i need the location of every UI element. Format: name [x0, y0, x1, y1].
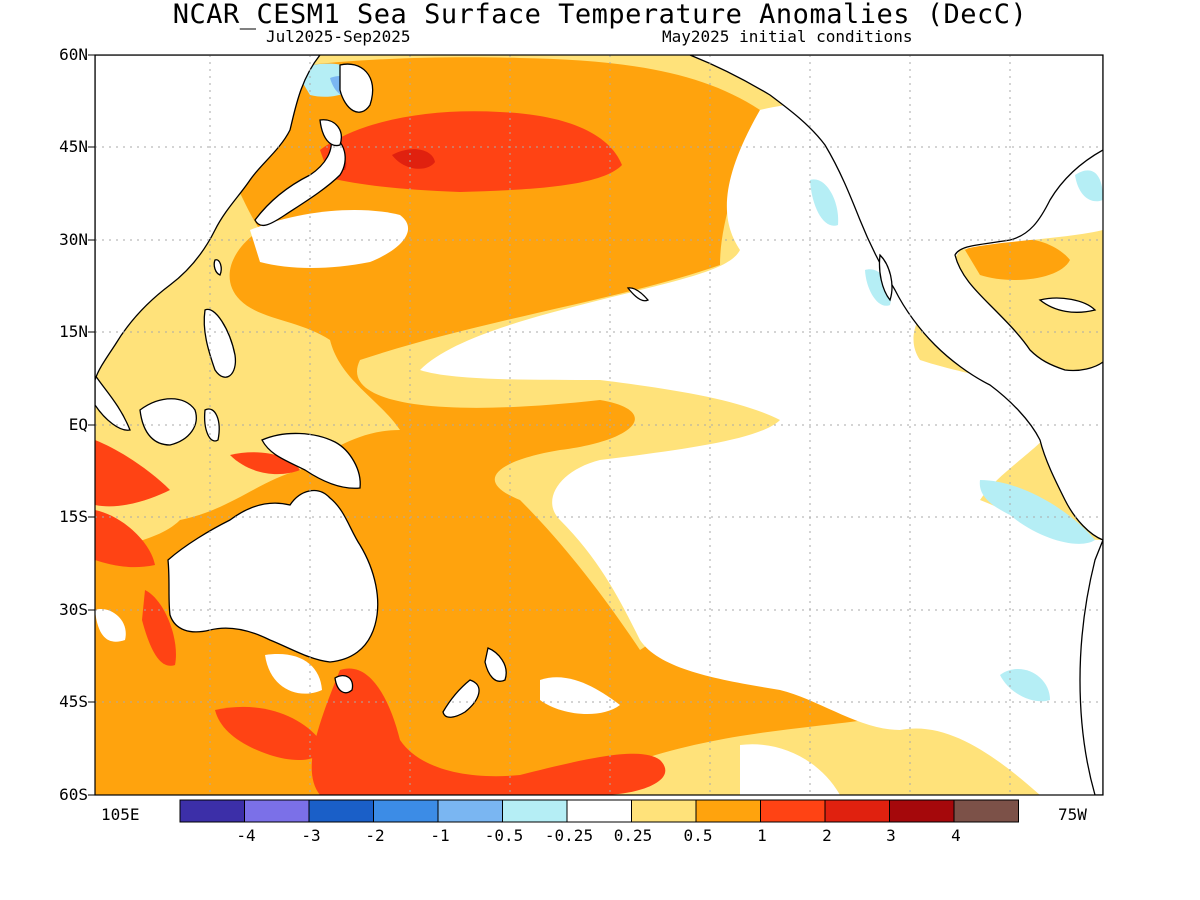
legend-swatch — [695, 799, 761, 823]
legend-swatch — [760, 799, 826, 823]
color-legend — [179, 799, 1019, 823]
philippines — [203, 308, 237, 378]
legend-swatch — [631, 799, 697, 823]
legend-tick-label: 0.5 — [683, 826, 713, 845]
borneo — [139, 398, 197, 446]
cool-anomaly-region — [979, 480, 1095, 544]
lat-label: 30S — [59, 600, 88, 619]
asia-coast — [95, 55, 321, 381]
warm-anomaly-region — [965, 237, 1070, 280]
kamchatka — [339, 63, 374, 113]
legend-swatch — [179, 799, 245, 823]
neutral-region — [95, 609, 126, 642]
neutral-region — [265, 654, 322, 694]
forecast-period: Jul2025-Sep2025 — [266, 27, 411, 46]
graticule — [95, 55, 1103, 795]
legend-tick-label: -3 — [301, 826, 321, 845]
lat-label: 45N — [59, 137, 88, 156]
south-america — [1079, 539, 1103, 795]
lat-label: 15S — [59, 507, 88, 526]
lat-label: 60N — [59, 45, 88, 64]
strong-anomaly-region — [320, 111, 622, 192]
tasmania — [334, 675, 354, 694]
lat-label: 30N — [59, 230, 88, 249]
lon-label-west: 105E — [101, 805, 140, 824]
north-america — [689, 55, 1103, 541]
new-guinea — [261, 432, 361, 489]
sumatra — [95, 373, 131, 431]
map-title: NCAR_CESM1 Sea Surface Temperature Anoma… — [172, 0, 1028, 30]
legend-swatch — [824, 799, 890, 823]
legend-tick-label: -1 — [430, 826, 450, 845]
new-zealand-south — [442, 679, 480, 718]
legend-tick-label: 1 — [757, 826, 767, 845]
sulawesi — [204, 408, 220, 442]
legend-swatch — [889, 799, 955, 823]
lat-label: 60S — [59, 785, 88, 804]
lat-label: 45S — [59, 692, 88, 711]
japan — [254, 133, 346, 227]
legend-swatch — [566, 799, 632, 823]
lat-label: 15N — [59, 322, 88, 341]
baja-california — [878, 253, 893, 302]
lon-label-east: 75W — [1058, 805, 1087, 824]
legend-tick-label: -4 — [236, 826, 256, 845]
hokkaido — [319, 119, 342, 147]
cool-anomaly-region — [810, 179, 839, 226]
legend-swatch — [308, 799, 374, 823]
initial-conditions: May2025 initial conditions — [662, 27, 913, 46]
legend-tick-label: -0.5 — [484, 826, 524, 845]
strong-anomaly-region — [95, 510, 155, 568]
legend-swatch — [244, 799, 310, 823]
neutral-region — [740, 744, 840, 795]
legend-swatch — [953, 799, 1019, 823]
legend-tick-label: -0.25 — [544, 826, 594, 845]
cuba — [1038, 297, 1097, 313]
lat-label: EQ — [68, 415, 88, 434]
strong-anomaly-region — [215, 706, 322, 760]
cool-anomaly-region — [1000, 669, 1050, 702]
strong-anomaly-region — [311, 668, 666, 795]
new-zealand-north — [484, 647, 507, 682]
lat-ticks — [88, 54, 95, 796]
strong-anomaly-region — [95, 440, 170, 507]
legend-tick-label: 3 — [886, 826, 896, 845]
taiwan — [213, 259, 222, 276]
cool-anomaly-region — [1075, 170, 1103, 202]
hawaii — [626, 287, 650, 302]
legend-swatch — [373, 799, 439, 823]
legend-tick-label: 4 — [951, 826, 961, 845]
legend-tick-label: -2 — [365, 826, 385, 845]
australia — [167, 489, 379, 663]
legend-tick-label: 2 — [822, 826, 832, 845]
legend-swatch — [437, 799, 503, 823]
strong-anomaly-region — [142, 590, 176, 666]
neutral-region — [250, 210, 409, 268]
max-anomaly-region — [392, 149, 435, 169]
legend-swatch — [502, 799, 568, 823]
coastlines — [95, 55, 1103, 795]
legend-tick-label: 0.25 — [613, 826, 653, 845]
neutral-region — [540, 677, 620, 715]
anomaly-field — [95, 55, 1103, 795]
